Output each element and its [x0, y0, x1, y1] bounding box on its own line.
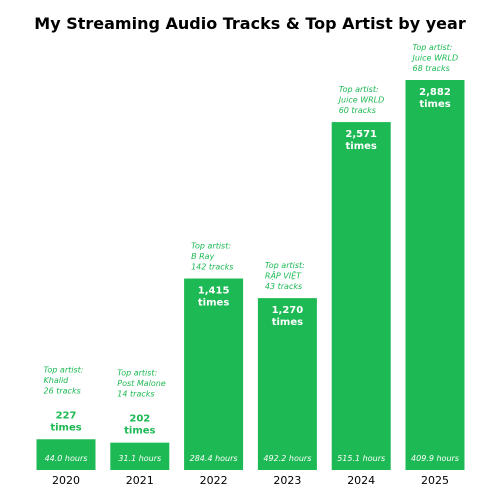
- count-label-2022: 1,415: [198, 286, 230, 297]
- hours-label-2023: 492.2 hours: [263, 454, 311, 463]
- x-tick-2023: 2023: [273, 474, 301, 487]
- artist-tracks-2022: 142 tracks: [191, 263, 233, 272]
- hours-label-2022: 284.4 hours: [190, 454, 238, 463]
- chart-title: My Streaming Audio Tracks & Top Artist b…: [34, 14, 466, 33]
- x-tick-2021: 2021: [126, 474, 154, 487]
- x-tick-2025: 2025: [421, 474, 449, 487]
- count-unit-2023: times: [272, 317, 303, 328]
- bar-2020: [36, 439, 96, 470]
- artist-prefix-2022: Top artist:: [191, 242, 231, 251]
- hours-label-2024: 515.1 hours: [337, 454, 385, 463]
- bar-2024: [331, 122, 391, 470]
- artist-prefix-2020: Top artist:: [44, 365, 84, 374]
- count-unit-2020: times: [50, 422, 81, 433]
- artist-name-2020: Khalid: [44, 376, 70, 385]
- artist-name-2021: Post Malone: [117, 379, 166, 388]
- artist-name-2023: RẬP VIỆT: [265, 271, 302, 281]
- artist-tracks-2020: 26 tracks: [44, 386, 81, 395]
- hours-label-2020: 44.0 hours: [45, 454, 88, 463]
- artist-tracks-2024: 60 tracks: [339, 106, 376, 115]
- artist-tracks-2021: 14 tracks: [117, 390, 154, 399]
- x-tick-2020: 2020: [52, 474, 80, 487]
- count-label-2025: 2,882: [419, 87, 451, 98]
- count-label-2024: 2,571: [345, 129, 377, 140]
- count-unit-2025: times: [419, 99, 450, 110]
- artist-name-2022: B Ray: [191, 252, 214, 261]
- artist-prefix-2021: Top artist:: [117, 369, 157, 378]
- bars-group: [36, 80, 465, 470]
- artist-prefix-2025: Top artist:: [413, 43, 453, 52]
- count-unit-2024: times: [346, 141, 377, 152]
- artist-prefix-2023: Top artist:: [265, 261, 305, 270]
- x-tick-2024: 2024: [347, 474, 375, 487]
- count-unit-2022: times: [198, 298, 229, 309]
- count-unit-2021: times: [124, 426, 155, 437]
- x-tick-2022: 2022: [200, 474, 228, 487]
- bar-2021: [110, 442, 170, 470]
- artist-prefix-2024: Top artist:: [339, 85, 379, 94]
- artist-name-2024: Juice WRLD: [337, 96, 385, 105]
- hours-label-2021: 31.1 hours: [118, 454, 161, 463]
- count-label-2023: 1,270: [272, 305, 304, 316]
- count-label-2020: 227: [56, 410, 77, 421]
- bar-2025: [405, 80, 465, 470]
- artist-tracks-2025: 68 tracks: [413, 64, 450, 73]
- artist-name-2025: Juice WRLD: [411, 54, 459, 63]
- count-label-2021: 202: [129, 414, 150, 425]
- bar-2023: [257, 298, 317, 470]
- hours-label-2025: 409.9 hours: [411, 454, 459, 463]
- artist-tracks-2023: 43 tracks: [265, 282, 302, 291]
- bar-2022: [184, 278, 244, 470]
